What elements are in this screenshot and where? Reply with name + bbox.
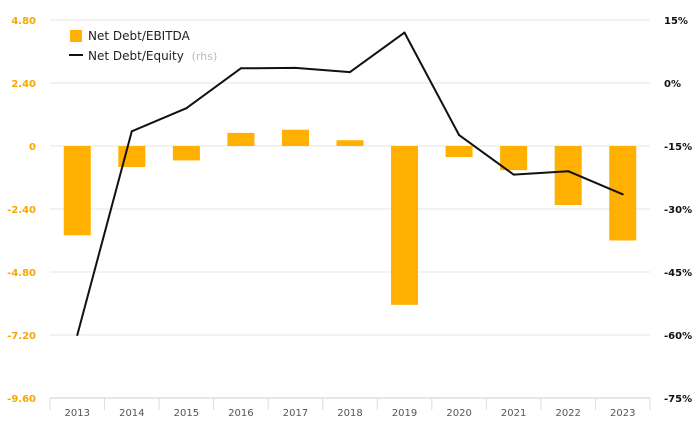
- line-point-2014: [130, 130, 133, 133]
- bar-2017: [281, 129, 309, 146]
- bar-series-net-debt-ebitda: [63, 129, 637, 305]
- x-axis: 2013 2014 2015 2016 2017 2018 2019 2020 2021 2022…: [49, 398, 651, 419]
- x-tick-label-2014: 2014: [119, 408, 144, 419]
- line-point-2022: [567, 170, 570, 173]
- left-axis: 4.80 2.40 0 -2.40 -4.80 -7.20 -9.60: [7, 16, 36, 405]
- gridlines: [50, 19, 650, 399]
- line-point-2021: [512, 173, 515, 176]
- line-point-2019: [403, 31, 406, 34]
- left-tick-label: -7.20: [7, 331, 36, 342]
- bar-2019: [391, 146, 419, 305]
- line-point-2015: [185, 107, 188, 110]
- line-point-2020: [458, 134, 461, 137]
- legend-label-net-debt-ebitda: Net Debt/EBITDA: [88, 29, 191, 43]
- bar-2018: [336, 140, 364, 146]
- line-series-net-debt-equity: [76, 31, 624, 336]
- legend-label-rhs: (rhs): [192, 50, 218, 63]
- x-tick-label-2013: 2013: [65, 408, 90, 419]
- right-tick-label: 15%: [664, 16, 688, 27]
- right-tick-label: -30%: [664, 205, 692, 216]
- right-tick-label: -75%: [664, 394, 692, 405]
- left-tick-label: -2.40: [7, 205, 36, 216]
- line-point-2016: [239, 67, 242, 70]
- bar-2013: [63, 146, 91, 236]
- legend-swatch-net-debt-ebitda: [70, 30, 82, 42]
- x-tick-label-2023: 2023: [610, 408, 635, 419]
- left-tick-label: 4.80: [11, 16, 36, 27]
- line-point-2018: [349, 71, 351, 74]
- bar-2014: [118, 146, 146, 167]
- right-tick-label: -45%: [664, 268, 692, 279]
- x-tick-label-2016: 2016: [228, 408, 253, 419]
- left-tick-label: 2.40: [11, 79, 36, 90]
- legend: Net Debt/EBITDA Net Debt/Equity (rhs): [69, 29, 217, 63]
- bar-2020: [445, 146, 473, 158]
- x-tick-label-2022: 2022: [555, 408, 580, 419]
- x-tick-label-2019: 2019: [392, 408, 417, 419]
- line-path: [76, 31, 624, 336]
- bar-2016: [227, 132, 255, 146]
- line-point-2017: [294, 66, 297, 69]
- legend-label-net-debt-equity-name: Net Debt/Equity: [88, 49, 184, 63]
- right-tick-label: 0%: [664, 79, 681, 90]
- x-tick-label-2018: 2018: [337, 408, 362, 419]
- bar-2021: [500, 146, 528, 171]
- left-tick-label: -4.80: [7, 268, 36, 279]
- x-tick-label-2020: 2020: [446, 408, 471, 419]
- right-axis: 15% 0% -15% -30% -45% -60% -75%: [664, 16, 692, 405]
- legend-label-net-debt-equity: Net Debt/Equity (rhs): [88, 49, 217, 63]
- left-tick-label: 0: [29, 142, 36, 153]
- left-tick-label: -9.60: [7, 394, 36, 405]
- x-tick-label-2021: 2021: [501, 408, 526, 419]
- bar-2015: [172, 146, 200, 161]
- right-tick-label: -60%: [664, 331, 692, 342]
- line-point-2023: [621, 193, 624, 196]
- right-tick-label: -15%: [664, 142, 692, 153]
- line-point-2013: [76, 334, 79, 336]
- x-tick-label-2015: 2015: [174, 408, 199, 419]
- x-tick-label-2017: 2017: [283, 408, 308, 419]
